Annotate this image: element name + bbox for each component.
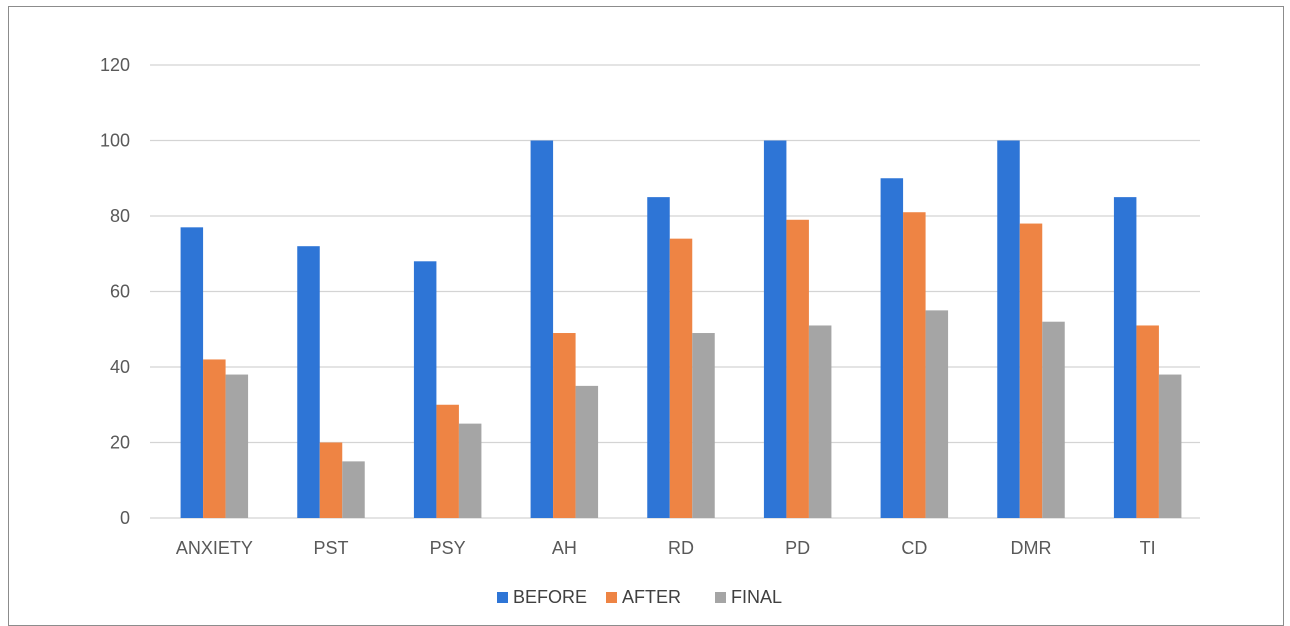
bar-final-cd: [925, 310, 949, 518]
bar-after-anxiety: [203, 359, 226, 518]
x-tick-label: PST: [313, 538, 348, 558]
legend-swatch-before: [497, 592, 508, 603]
x-tick-label: PSY: [430, 538, 466, 558]
bar-after-rd: [669, 238, 693, 518]
x-axis-ticks: ANXIETY PST PSY AH RD PD CD DMR TI: [176, 538, 1156, 558]
legend-swatch-after: [606, 592, 617, 603]
bar-before-cd: [880, 178, 904, 518]
x-tick-label: PD: [785, 538, 810, 558]
bar-final-pd: [808, 325, 832, 518]
bar-chart: 0 20 40 60 80 100 120 ANXIETY PST PSY AH RD PD CD DMR…: [100, 55, 1200, 607]
legend-label-before: BEFORE: [513, 587, 587, 607]
bar-before-pd: [763, 140, 787, 518]
bar-final-ah: [575, 385, 599, 518]
y-tick-label: 100: [100, 131, 130, 151]
bar-before-ah: [530, 140, 554, 518]
y-axis-ticks: 0 20 40 60 80 100 120: [100, 55, 130, 528]
bar-final-pst: [342, 461, 365, 518]
x-tick-label: TI: [1140, 538, 1156, 558]
y-tick-label: 80: [110, 206, 130, 226]
legend: BEFORE AFTER FINAL: [497, 587, 782, 607]
bar-before-anxiety: [180, 227, 204, 518]
bar-before-psy: [413, 261, 437, 518]
x-tick-label: CD: [901, 538, 927, 558]
y-tick-label: 20: [110, 433, 130, 453]
x-tick-label: DMR: [1011, 538, 1052, 558]
x-tick-label: RD: [668, 538, 694, 558]
legend-label-final: FINAL: [731, 587, 782, 607]
y-tick-label: 40: [110, 357, 130, 377]
bar-before-dmr: [997, 140, 1020, 518]
bar-after-cd: [903, 212, 926, 518]
bars: [180, 140, 1182, 519]
bar-final-psy: [458, 423, 482, 518]
y-tick-label: 60: [110, 282, 130, 302]
y-tick-label: 0: [120, 508, 130, 528]
bar-before-ti: [1113, 197, 1137, 518]
y-tick-label: 120: [100, 55, 130, 75]
x-tick-label: AH: [552, 538, 577, 558]
bar-before-pst: [297, 246, 320, 518]
legend-swatch-final: [715, 592, 726, 603]
bar-final-rd: [692, 333, 715, 518]
bar-final-anxiety: [225, 374, 249, 518]
chart-frame: [8, 6, 1284, 626]
bar-final-ti: [1158, 374, 1182, 518]
bar-after-pd: [786, 219, 809, 518]
bar-before-rd: [647, 197, 670, 518]
bar-final-dmr: [1042, 321, 1065, 518]
x-tick-label: ANXIETY: [176, 538, 253, 558]
bar-after-pst: [319, 442, 343, 518]
legend-label-after: AFTER: [622, 587, 681, 607]
bar-after-psy: [436, 404, 459, 518]
bar-after-ah: [553, 333, 576, 518]
bar-after-dmr: [1019, 223, 1043, 519]
bar-after-ti: [1136, 325, 1159, 518]
